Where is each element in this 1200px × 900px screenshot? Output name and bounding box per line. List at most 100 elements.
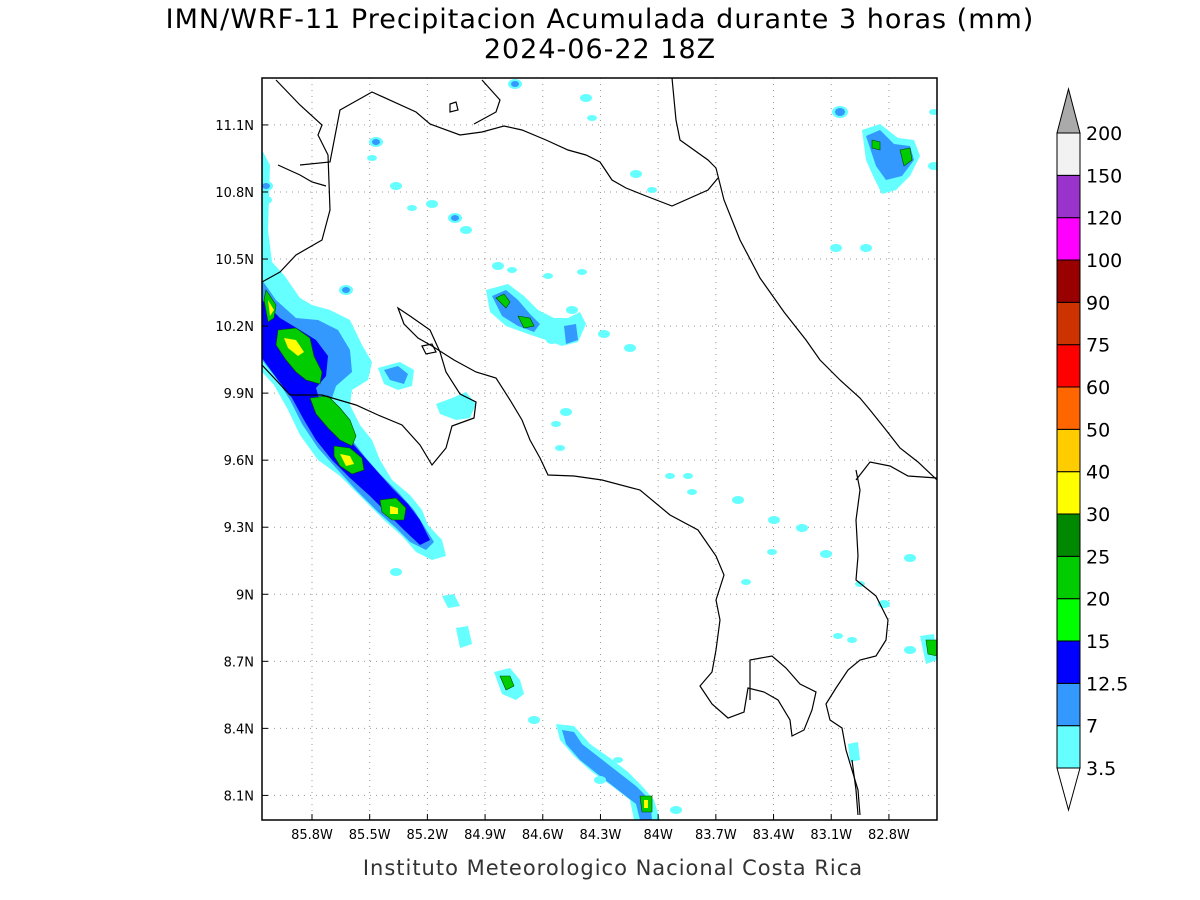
- precip-cell: [460, 226, 472, 234]
- colorbar-label: 25: [1086, 546, 1110, 568]
- precip-cell: [507, 267, 517, 273]
- x-tick-label: 84.9W: [464, 828, 506, 843]
- y-tick-label: 10.5N: [215, 253, 254, 268]
- precip-cell: [543, 273, 553, 279]
- precip-area-light: [442, 594, 460, 608]
- precip-cell: [768, 516, 780, 524]
- precip-cell: [528, 716, 540, 724]
- precip-cell: [624, 344, 636, 352]
- precip-cell-core: [835, 108, 845, 116]
- precip-cell: [560, 408, 572, 416]
- y-tick-label: 11.1N: [215, 119, 254, 134]
- precip-cell: [566, 306, 578, 314]
- colorbar-segment: [1056, 428, 1081, 473]
- y-tick-label: 9.3N: [224, 521, 254, 536]
- coastline-panama-north: [855, 461, 937, 481]
- precip-cell: [929, 109, 937, 115]
- colorbar-label: 90: [1086, 292, 1110, 314]
- colorbar-label: 7: [1086, 716, 1098, 738]
- precipitation-field: [262, 79, 937, 820]
- precip-scattered-cells: [262, 79, 937, 814]
- precip-area-mid: [562, 730, 652, 820]
- x-tick-label: 84W: [643, 828, 673, 843]
- map-date: 2024-06-22 18Z: [483, 34, 717, 65]
- colorbar-segment: [1056, 471, 1081, 515]
- precip-area-mid: [564, 324, 578, 344]
- precip-area-dgreen: [495, 293, 511, 309]
- colorbar-segment: [1056, 301, 1081, 346]
- precip-area-dgreen: [899, 147, 913, 167]
- colorbar-label: 15: [1086, 631, 1110, 653]
- x-tick-label: 85.2W: [406, 828, 448, 843]
- border-nicaragua: [277, 164, 327, 187]
- x-tick-label: 83.4W: [753, 828, 795, 843]
- precip-area-yellow: [390, 506, 398, 514]
- colorbar-label: 120: [1086, 208, 1122, 230]
- precip-area-yellow: [284, 338, 304, 356]
- y-tick-label: 8.1N: [224, 789, 254, 804]
- x-tick-label: 84.3W: [580, 828, 622, 843]
- border-nicaragua-cr: [299, 91, 719, 207]
- precip-cell: [580, 94, 592, 102]
- x-tick-label: 83.1W: [810, 828, 852, 843]
- colorbar-under-triangle: [1056, 767, 1081, 812]
- precip-cell: [587, 115, 597, 121]
- precip-cell: [665, 473, 675, 479]
- gulf-island: [421, 343, 437, 355]
- precip-cell: [833, 633, 843, 639]
- precip-cell-core: [511, 81, 519, 87]
- x-tick-label: 84.6W: [522, 828, 564, 843]
- x-axis: 85.8W 85.5W 85.2W 84.9W 84.6W 84.3W 84W 83.7W 83…: [291, 814, 910, 843]
- precip-cell: [492, 262, 504, 270]
- coastline-north: [262, 79, 331, 283]
- precip-cell: [390, 568, 402, 576]
- colorbar-label: 100: [1086, 250, 1122, 272]
- colorbar-segment: [1056, 259, 1081, 303]
- precip-area-light: [848, 742, 860, 762]
- colorbar-label: 40: [1086, 462, 1110, 484]
- credit-text: Instituto Meteorologico Nacional Costa R…: [362, 856, 864, 880]
- precip-cell: [741, 579, 751, 585]
- precip-cell-core: [372, 139, 380, 145]
- y-tick-label: 8.7N: [224, 655, 254, 670]
- map-title: IMN/WRF-11 Precipitacion Acumulada duran…: [165, 4, 1035, 35]
- precip-cell: [767, 549, 777, 555]
- precip-area-dgreen: [871, 139, 881, 151]
- precip-cell: [860, 244, 872, 252]
- precip-area-yellow: [644, 800, 648, 808]
- precip-cell: [732, 496, 744, 504]
- colorbar-segment: [1056, 598, 1081, 642]
- x-tick-label: 85.8W: [291, 828, 333, 843]
- precip-cell-core: [451, 215, 459, 221]
- precip-cell: [647, 187, 657, 193]
- precip-area-light: [436, 392, 476, 420]
- y-tick-label: 9.6N: [224, 454, 254, 469]
- precip-area-light: [262, 150, 446, 560]
- colorbar-label: 75: [1086, 335, 1110, 357]
- colorbar-label: 20: [1086, 589, 1110, 611]
- colorbar-label: 12.5: [1086, 673, 1128, 695]
- precip-cell: [928, 162, 937, 170]
- precip-cell: [407, 205, 417, 211]
- border-panama: [825, 469, 889, 816]
- precip-cell: [904, 646, 916, 654]
- precip-cell: [820, 550, 832, 558]
- precip-area-dgreen: [925, 639, 937, 657]
- colorbar-label: 60: [1086, 377, 1110, 399]
- lake-nicaragua-shore: [473, 79, 501, 125]
- precip-cell: [555, 445, 565, 451]
- precip-cell: [630, 170, 642, 178]
- precip-cell: [796, 524, 808, 532]
- colorbar-segment: [1056, 640, 1081, 684]
- colorbar-label: 150: [1086, 165, 1122, 187]
- precip-area-light: [456, 626, 472, 648]
- coastline-pacific: [262, 306, 817, 737]
- x-tick-label: 83.7W: [695, 828, 737, 843]
- precip-cell: [683, 473, 693, 479]
- precip-cell: [551, 421, 561, 427]
- precip-cell: [262, 196, 272, 204]
- colorbar-segment: [1056, 555, 1081, 600]
- precip-cell: [426, 200, 438, 208]
- colorbar-segment: [1056, 174, 1081, 219]
